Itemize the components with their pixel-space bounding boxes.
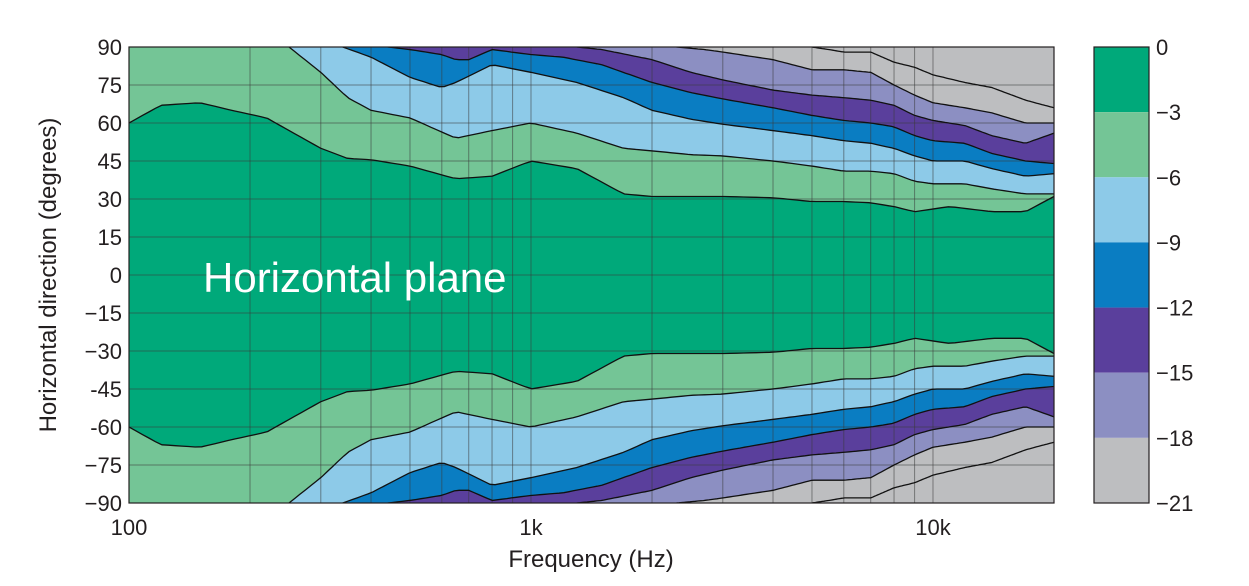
colorbar-tick-label: −15 [1156,361,1193,386]
x-tick-labels: 100 1k 10k [111,515,952,540]
y-tick-label: 75 [98,73,122,98]
colorbar-swatch-3 [1094,242,1149,308]
y-tick-label: -45 [90,377,122,402]
colorbar [1093,46,1150,504]
y-tick-label: 45 [98,149,122,174]
band-below-6-upper [812,47,1054,108]
colorbar-tick-label: 0 [1156,35,1168,60]
contour-lines [129,47,1054,503]
colorbar-tick-label: −12 [1156,296,1193,321]
y-tick-label: −15 [85,301,122,326]
y-axis-title: Horizontal direction (degrees) [35,118,62,433]
colorbar-tick-label: −3 [1156,100,1181,125]
contour-15db-upper [576,47,1054,144]
contour-12db-lower [387,385,1054,503]
grid-lines [129,47,1054,503]
contour-6db-upper [288,47,1054,195]
y-tick-label: 0 [110,263,122,288]
x-tick-label: 100 [111,515,148,540]
y-tick-label: 90 [98,35,122,60]
colorbar-swatch-5 [1094,372,1149,438]
colorbar-swatch-2 [1094,177,1149,243]
colorbar-swatch-1 [1094,112,1149,178]
contour-6db-lower [288,355,1054,503]
band-below-6-lower [812,442,1054,503]
x-tick-label: 10k [915,515,951,540]
colorbar-tick-label: −6 [1156,165,1181,190]
contour-21db-upper [811,47,1054,109]
x-axis-title: Frequency (Hz) [508,546,673,573]
colorbar-swatch-6 [1094,437,1149,503]
contour-9db-upper [342,47,1054,177]
colorbar-frame [1093,46,1150,504]
colorbar-tick-label: −21 [1156,491,1193,516]
y-tick-labels: 90 75 60 45 30 15 0 −15 −30 -45 -60 −75 −90 [85,35,122,516]
plot-frame [128,46,1055,504]
y-tick-label: −75 [85,453,122,478]
y-tick-label: 15 [98,225,122,250]
plot-area [129,47,1054,503]
annotation-horizontal-plane: Horizontal plane [203,254,507,301]
colorbar-tick-labels: 0 −3 −6 −9 −12 −15 −18 −21 [1156,35,1193,516]
contour-18db-upper [676,47,1054,124]
colorbar-tick-label: −9 [1156,230,1181,255]
contour-9db-lower [342,373,1054,503]
contour-3db-upper [129,102,1054,213]
colorbar-swatch-4 [1094,307,1149,373]
colorbar-swatch-0 [1094,47,1149,113]
y-tick-label: -60 [90,415,122,440]
contour-21db-lower [811,441,1054,503]
y-tick-label: −90 [85,491,122,516]
x-tick-label: 1k [519,515,543,540]
colorbar-tick-label: −18 [1156,426,1193,451]
contour-3db-lower [129,337,1054,448]
contour-12db-upper [387,47,1054,165]
y-tick-label: 60 [98,111,122,136]
contour-15db-lower [576,406,1054,503]
y-tick-label: 30 [98,187,122,212]
y-tick-label: −30 [85,339,122,364]
contour-18db-lower [676,426,1054,503]
